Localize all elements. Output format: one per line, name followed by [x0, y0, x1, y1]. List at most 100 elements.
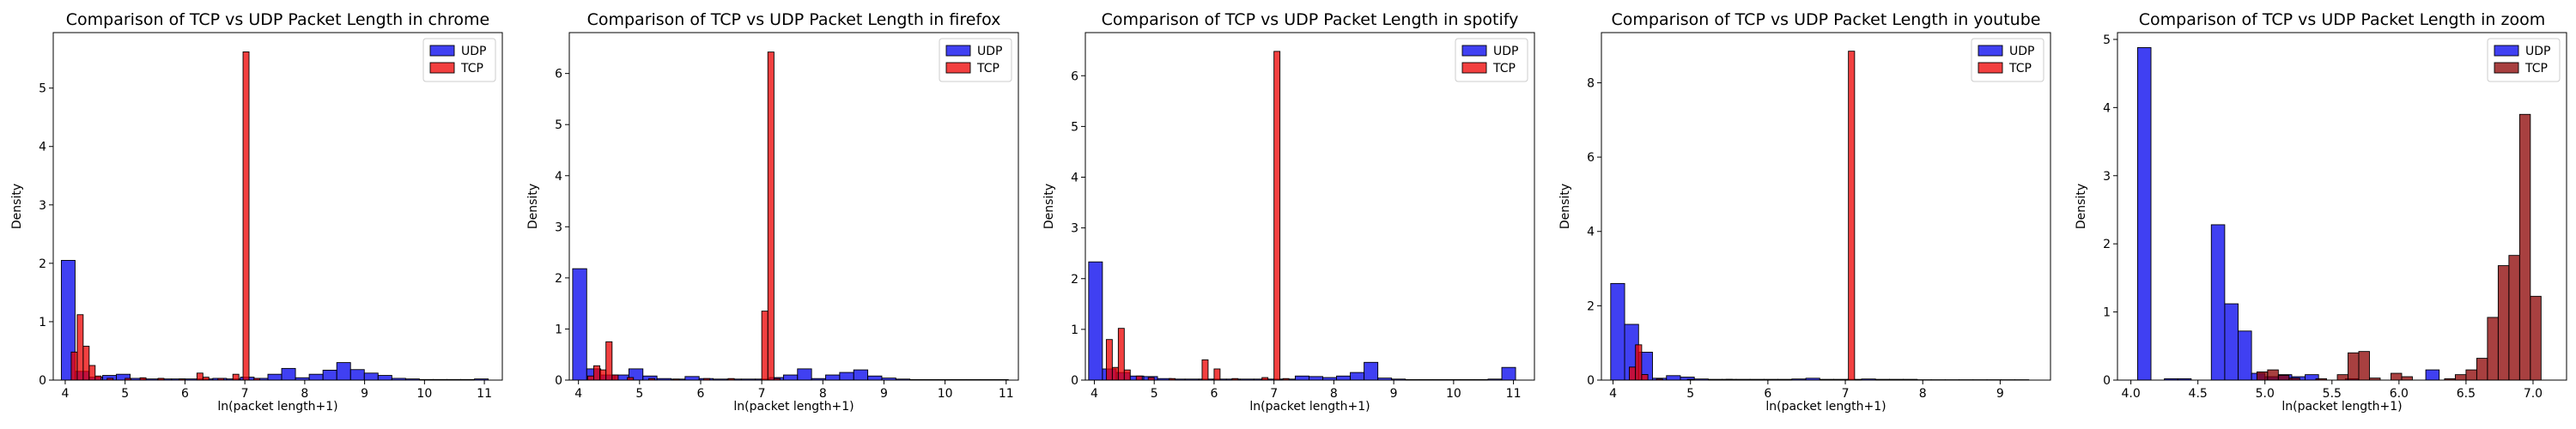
udp-bar	[1610, 282, 1625, 381]
y-tick-label: 6	[1587, 151, 1595, 165]
tcp-bar	[2391, 372, 2403, 381]
udp-legend-label: UDP	[977, 45, 1002, 58]
udp-bar	[281, 367, 296, 381]
udp-legend-swatch	[2494, 45, 2519, 57]
udp-bar	[572, 268, 587, 381]
tcp-bar	[242, 51, 250, 381]
tcp-bar	[2465, 369, 2477, 381]
legend: UDP TCP	[422, 38, 496, 82]
x-tick-label: 5.5	[2323, 387, 2342, 401]
y-axis-label: Density	[526, 184, 540, 229]
tcp-bar	[2336, 374, 2348, 381]
tcp-bar	[2518, 113, 2531, 381]
y-tick-label: 5	[1071, 120, 1078, 134]
udp-bar	[1501, 366, 1516, 381]
udp-legend-label: UDP	[2525, 45, 2550, 58]
tcp-legend-label: TCP	[2008, 62, 2032, 76]
x-tick-label: 9	[880, 387, 888, 401]
x-tick-label: 6.5	[2457, 387, 2476, 401]
chart-panel: 4 5 6 7 8 9 10 11 0 1 2 3 4 5 Comparison of TCP vs UDP…	[10, 10, 503, 414]
tcp-bar	[2476, 358, 2488, 381]
udp-bar	[308, 373, 324, 381]
plot-frame	[568, 32, 1019, 381]
plot-frame	[2117, 32, 2567, 381]
y-tick-label: 5	[555, 118, 562, 132]
plot-frame	[1601, 32, 2051, 381]
tcp-legend-label: TCP	[1492, 62, 1516, 76]
tcp-bar	[88, 365, 96, 381]
plot-frame	[1084, 32, 1535, 381]
x-tick-label: 6	[697, 387, 705, 401]
udp-bar	[1666, 375, 1681, 381]
udp-bar	[2210, 224, 2226, 381]
tcp-bar	[2401, 376, 2413, 381]
tcp-bar	[232, 373, 240, 381]
udp-bar	[2238, 330, 2252, 381]
x-tick-label: 11	[1506, 387, 1522, 401]
tcp-legend-label: TCP	[2524, 62, 2548, 76]
plot-frame	[52, 32, 503, 381]
x-tick-label: 4	[574, 387, 582, 401]
legend: UDP TCP	[2487, 38, 2561, 82]
tcp-bar	[605, 341, 613, 381]
y-tick-label: 2	[2103, 238, 2111, 251]
x-tick-label: 5	[121, 387, 129, 401]
udp-bar	[1308, 376, 1323, 381]
y-tick-label: 1	[2103, 306, 2111, 320]
x-tick-label: 6.0	[2390, 387, 2409, 401]
x-tick-label: 6	[1210, 387, 1218, 401]
chart-title: Comparison of TCP vs UDP Packet Length i…	[1612, 10, 2041, 29]
tcp-bar	[2267, 369, 2279, 381]
tcp-legend-label: TCP	[460, 62, 483, 76]
tcp-bar	[1105, 339, 1113, 381]
y-tick-label: 2	[1071, 273, 1078, 287]
tcp-bar	[1201, 359, 1209, 381]
udp-bar	[377, 375, 392, 381]
tcp-legend-swatch	[945, 62, 971, 74]
y-tick-label: 4	[555, 170, 562, 184]
y-tick-label: 5	[2103, 33, 2111, 47]
udp-bar	[825, 374, 841, 381]
legend: UDP TCP	[1971, 38, 2044, 82]
x-tick-label: 5.0	[2256, 387, 2275, 401]
udp-bar	[684, 376, 700, 381]
y-tick-label: 0	[1071, 374, 1078, 388]
udp-bar	[1350, 372, 1365, 381]
x-tick-label: 9	[361, 387, 368, 401]
x-axis-label: ln(packet length+1)	[1765, 400, 1886, 414]
x-axis-label: ln(packet length+1)	[2281, 400, 2402, 414]
tcp-bar	[76, 314, 84, 381]
y-tick-label: 4	[1071, 172, 1078, 185]
x-tick-label: 10	[1446, 387, 1461, 401]
y-tick-label: 0	[2103, 374, 2111, 388]
x-axis-label: ln(packet length+1)	[1249, 400, 1370, 414]
y-tick-label: 2	[1587, 299, 1595, 313]
y-tick-label: 8	[1587, 76, 1595, 90]
x-tick-label: 7.0	[2524, 387, 2543, 401]
tcp-bar	[202, 377, 210, 381]
y-tick-label: 4	[2103, 101, 2111, 115]
udp-legend-label: UDP	[1493, 45, 1518, 58]
y-axis-label: Density	[2075, 184, 2088, 229]
x-tick-label: 8	[819, 387, 827, 401]
chart-panel: 4 5 6 7 8 9 10 11 0 1 2 3 4 5 6 Comparison of TCP vs UD…	[526, 10, 1019, 414]
tcp-bar	[2348, 352, 2360, 381]
x-tick-label: 9	[1996, 387, 2004, 401]
chart-title: Comparison of TCP vs UDP Packet Length i…	[587, 10, 1001, 29]
tcp-bar	[1135, 375, 1143, 381]
tcp-bar	[94, 375, 102, 381]
udp-bar	[1088, 261, 1103, 381]
y-tick-label: 6	[1071, 69, 1078, 83]
udp-bar	[867, 375, 883, 381]
y-tick-label: 5	[39, 82, 46, 96]
x-tick-label: 7	[1842, 387, 1850, 401]
x-tick-label: 7	[758, 387, 766, 401]
tcp-bar	[1635, 344, 1643, 381]
tcp-bar	[1629, 366, 1637, 381]
tcp-bar	[761, 311, 769, 381]
y-tick-label: 3	[1071, 222, 1078, 236]
udp-bar	[1364, 361, 1379, 381]
x-tick-label: 5	[1151, 387, 1158, 401]
udp-bar	[1294, 375, 1309, 381]
y-tick-label: 3	[2103, 170, 2111, 184]
